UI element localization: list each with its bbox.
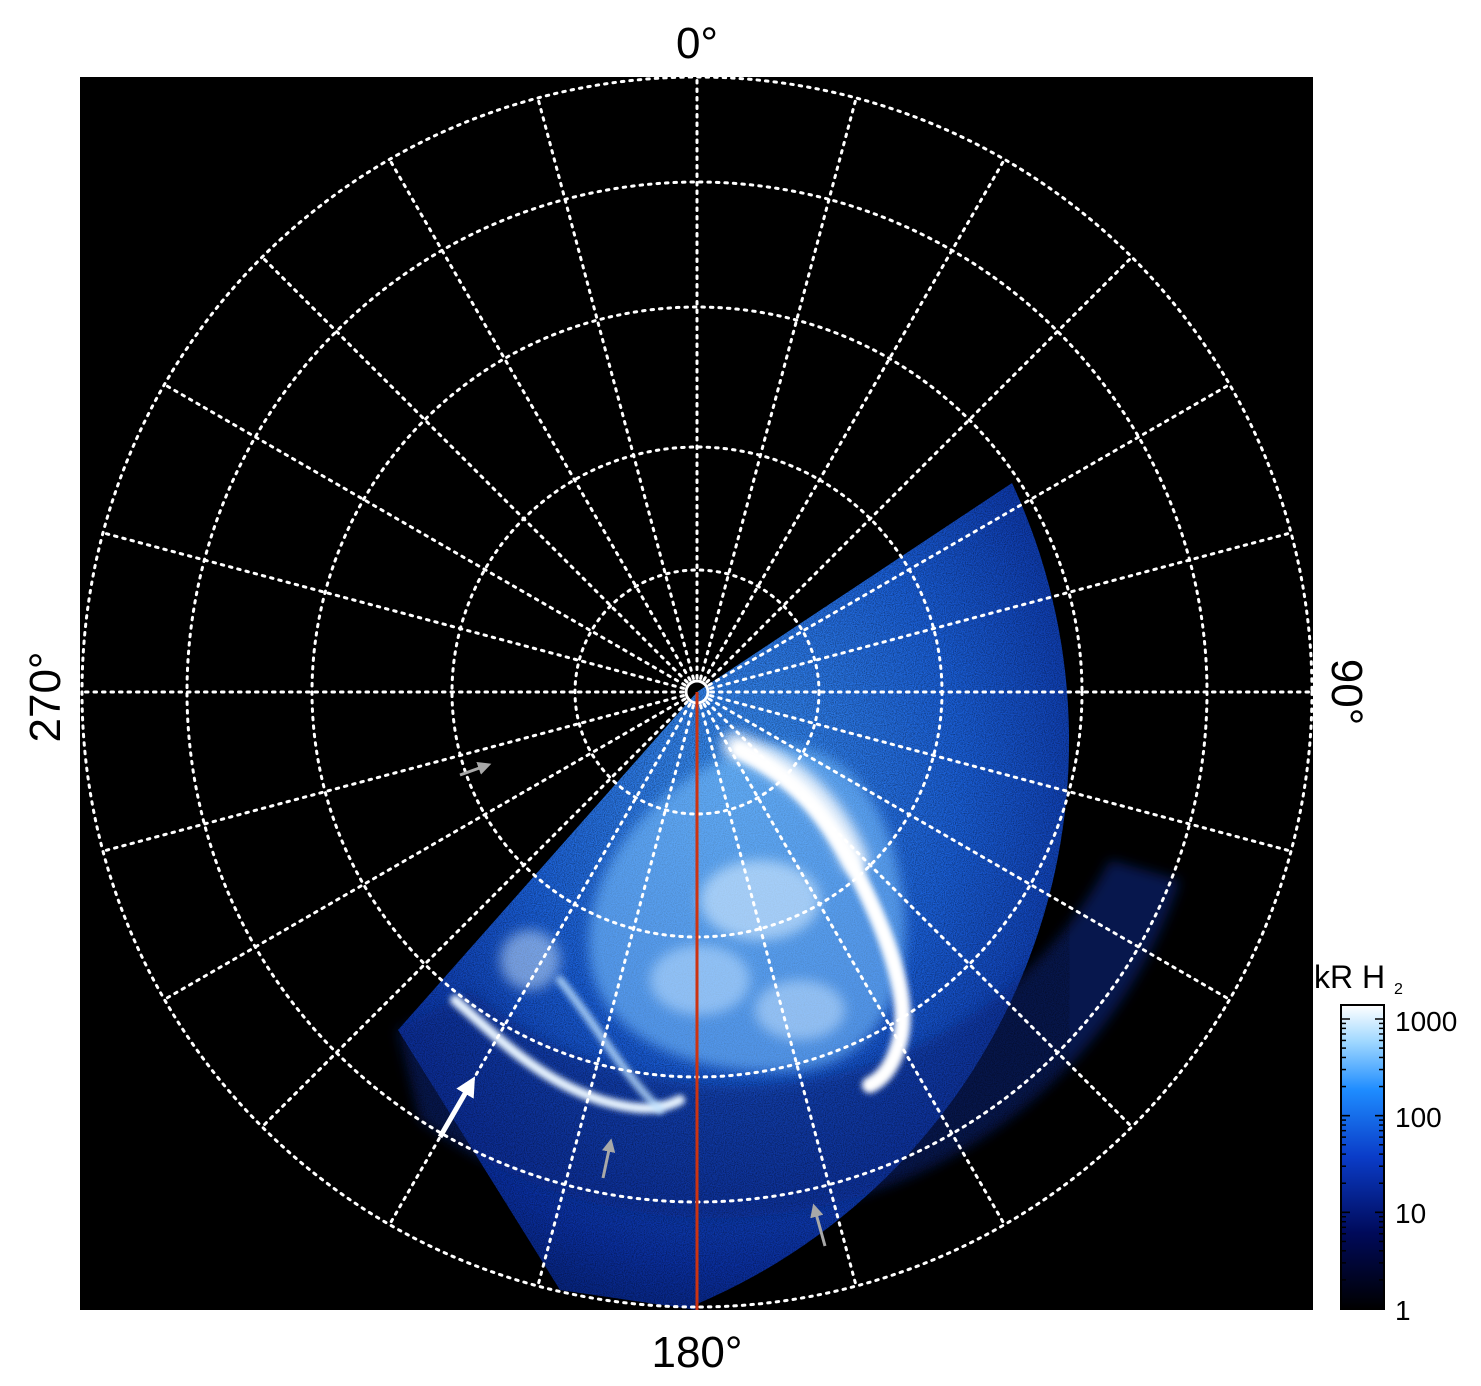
colorbar-unit: kR H [1314, 959, 1385, 995]
longitude-label-top: 0° [676, 19, 718, 68]
meridian-line [709, 694, 1293, 853]
annotation-arrow-white [437, 1076, 475, 1139]
colorbar-ticks [1341, 1018, 1384, 1310]
latitude-circle [573, 568, 821, 816]
meridian-line [162, 383, 687, 687]
inner-patch [500, 930, 560, 990]
longitude-label-right: 90° [1322, 659, 1371, 726]
longitude-label-bottom: 180° [651, 1328, 742, 1377]
colorbar: kR H 2 1000 100 10 1 [1314, 959, 1457, 1326]
meridian-line [702, 702, 1006, 1227]
meridian-line [260, 700, 689, 1129]
meridian-line [707, 697, 1232, 1001]
svg-text:kR H 2: kR H 2 [1314, 959, 1403, 998]
inner-patch [650, 945, 750, 1015]
inner-patch [755, 980, 845, 1040]
meridian-line [705, 255, 1134, 684]
meridian-line [699, 704, 858, 1288]
colorbar-unit-subscript: 2 [1394, 981, 1403, 998]
annotation-arrow-gray [601, 1138, 616, 1179]
secondary-arc [556, 976, 664, 1114]
colorbar-tick-label: 1000 [1395, 1006, 1457, 1037]
meridian-line [388, 157, 692, 682]
annotation-arrow-gray [459, 761, 492, 777]
meridian-line [101, 531, 685, 690]
longitude-label-left: 270° [21, 651, 70, 742]
meridian-line [162, 697, 687, 1001]
meridian-line [536, 704, 695, 1288]
colorbar-tick-label: 100 [1395, 1102, 1442, 1133]
meridian-line [536, 96, 695, 680]
meridian-line [702, 157, 1006, 682]
aurora-image [398, 483, 1180, 1310]
meridian-line [388, 702, 692, 1227]
colorbar-gradient [1340, 1004, 1385, 1310]
colorbar-tick-label: 10 [1395, 1198, 1426, 1229]
meridian-line [707, 383, 1232, 687]
colorbar-tick-label: 1 [1395, 1295, 1411, 1326]
meridian-line [699, 96, 858, 680]
meridian-line [260, 255, 689, 684]
annotation-arrow-gray [810, 1203, 827, 1247]
meridian-line [705, 700, 1134, 1129]
meridian-line [101, 694, 685, 853]
meridian-line [709, 531, 1293, 690]
latitude-circle [80, 75, 1314, 1309]
